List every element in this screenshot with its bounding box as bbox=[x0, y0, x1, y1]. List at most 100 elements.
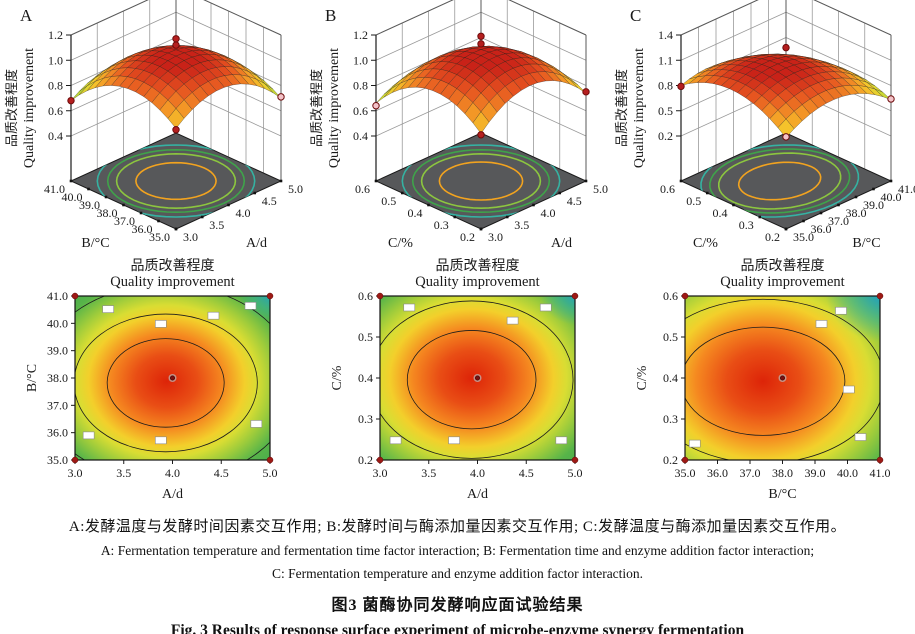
svg-text:0.4: 0.4 bbox=[408, 206, 423, 220]
caption-zh: A:发酵温度与发酵时间因素交互作用; B:发酵时间与酶添加量因素交互作用; C:… bbox=[68, 519, 847, 535]
svg-text:0.6: 0.6 bbox=[355, 182, 370, 196]
svg-text:0.2: 0.2 bbox=[765, 230, 780, 244]
svg-text:0.5: 0.5 bbox=[658, 104, 673, 118]
left-axis-title: C/% bbox=[693, 236, 718, 250]
contour-lines bbox=[75, 296, 270, 460]
panel-label-a: A bbox=[20, 6, 33, 25]
svg-text:3.0: 3.0 bbox=[373, 466, 388, 480]
svg-text:5.0: 5.0 bbox=[263, 466, 278, 480]
svg-text:4.0: 4.0 bbox=[470, 466, 485, 480]
z-axis-title-en: Quality improvement bbox=[327, 48, 342, 168]
surface-mesh bbox=[375, 45, 587, 134]
svg-text:0.3: 0.3 bbox=[358, 412, 373, 426]
design-points bbox=[677, 43, 895, 141]
svg-text:1.2: 1.2 bbox=[48, 28, 63, 42]
svg-text:37.0: 37.0 bbox=[47, 398, 68, 412]
left-axis-title: B/°C bbox=[81, 236, 109, 250]
surface-mesh bbox=[680, 53, 892, 138]
svg-text:5.0: 5.0 bbox=[568, 466, 583, 480]
x-axis-title: A/d bbox=[467, 487, 488, 502]
z-axis-title-zh: 品质改善程度 bbox=[4, 69, 19, 147]
svg-text:41.0: 41.0 bbox=[870, 466, 891, 480]
svg-text:40.0: 40.0 bbox=[47, 316, 68, 330]
svg-text:0.5: 0.5 bbox=[663, 330, 678, 344]
contour-title-en: Quality improvement bbox=[720, 274, 844, 290]
svg-text:35.0: 35.0 bbox=[47, 453, 68, 467]
svg-text:0.6: 0.6 bbox=[660, 182, 675, 196]
right-axis-title: A/d bbox=[551, 236, 572, 250]
svg-text:40.0: 40.0 bbox=[837, 466, 858, 480]
heatmap-field bbox=[380, 296, 575, 460]
svg-text:37.0: 37.0 bbox=[114, 214, 135, 228]
svg-text:3.0: 3.0 bbox=[183, 230, 198, 244]
svg-text:4.0: 4.0 bbox=[236, 206, 251, 220]
contour-axes: 35.0 36.0 37.0 38.0 39.0 40.0 41.0 0.2 0.3 0.4 0.5… bbox=[635, 289, 891, 502]
svg-text:1.0: 1.0 bbox=[353, 53, 368, 67]
svg-text:0.4: 0.4 bbox=[663, 371, 678, 385]
svg-text:0.8: 0.8 bbox=[658, 79, 673, 93]
svg-text:5.0: 5.0 bbox=[288, 182, 303, 196]
y-axis-title: C/% bbox=[330, 365, 345, 390]
svg-text:0.8: 0.8 bbox=[48, 79, 63, 93]
caption-en-2: C: Fermentation temperature and enzyme a… bbox=[271, 566, 644, 581]
svg-text:38.0: 38.0 bbox=[772, 466, 793, 480]
svg-text:41.0: 41.0 bbox=[44, 182, 65, 196]
contour-value-labels bbox=[389, 303, 568, 445]
surface-plot-panel-c: C 0.2 0.5 0.8 1.1 1.4 品质改善程度 Quality improveme… bbox=[610, 0, 915, 250]
design-points bbox=[376, 292, 579, 464]
svg-text:0.3: 0.3 bbox=[434, 218, 449, 232]
svg-text:0.5: 0.5 bbox=[686, 194, 701, 208]
z-axis: 0.4 0.6 0.8 1.0 1.2 品质改善程度 Quality improvement bbox=[4, 28, 72, 181]
contour-axes: 3.0 3.5 4.0 4.5 5.0 0.2 0.3 0.4 0.5 0.6 A/d C/% bbox=[330, 289, 583, 502]
svg-text:38.0: 38.0 bbox=[47, 371, 68, 385]
svg-text:1.4: 1.4 bbox=[658, 28, 673, 42]
svg-text:0.2: 0.2 bbox=[658, 129, 673, 143]
svg-text:3.5: 3.5 bbox=[421, 466, 436, 480]
svg-text:36.0: 36.0 bbox=[47, 426, 68, 440]
panel-label-b: B bbox=[325, 6, 337, 25]
svg-text:0.2: 0.2 bbox=[663, 453, 678, 467]
surface-chart-a: 0.4 0.6 0.8 1.0 1.2 品质改善程度 Quality improvement… bbox=[4, 0, 303, 250]
z-axis: 0.2 0.5 0.8 1.1 1.4 品质改善程度 Quality improvement bbox=[614, 28, 682, 181]
svg-text:0.2: 0.2 bbox=[358, 453, 373, 467]
svg-text:1.1: 1.1 bbox=[658, 53, 673, 67]
surface-chart-b: 0.4 0.6 0.8 1.0 1.2 品质改善程度 Quality improvement… bbox=[309, 0, 608, 250]
svg-text:39.0: 39.0 bbox=[805, 466, 826, 480]
svg-text:0.8: 0.8 bbox=[353, 79, 368, 93]
svg-text:36.0: 36.0 bbox=[811, 222, 832, 236]
contour-plot-panel-a: 品质改善程度 Quality improvement 3.0 3.5 4.0 4.5 5.0… bbox=[0, 250, 305, 512]
svg-text:4.5: 4.5 bbox=[567, 194, 582, 208]
svg-text:40.0: 40.0 bbox=[62, 190, 83, 204]
svg-text:0.5: 0.5 bbox=[381, 194, 396, 208]
svg-text:4.0: 4.0 bbox=[541, 206, 556, 220]
svg-text:38.0: 38.0 bbox=[97, 206, 118, 220]
svg-text:3.5: 3.5 bbox=[116, 466, 131, 480]
svg-text:37.0: 37.0 bbox=[740, 466, 761, 480]
svg-text:0.4: 0.4 bbox=[713, 206, 728, 220]
z-axis: 0.4 0.6 0.8 1.0 1.2 品质改善程度 Quality improvement bbox=[309, 28, 377, 181]
svg-text:3.5: 3.5 bbox=[209, 218, 224, 232]
contour-value-labels bbox=[688, 306, 867, 448]
svg-text:1.2: 1.2 bbox=[353, 28, 368, 42]
caption-en-1: A: Fermentation temperature and fermenta… bbox=[100, 543, 815, 558]
svg-text:3.0: 3.0 bbox=[488, 230, 503, 244]
contour-axes: 3.0 3.5 4.0 4.5 5.0 35.0 36.0 37.0 38.0 39.0 40.0 4… bbox=[25, 289, 278, 502]
right-axis-title: A/d bbox=[246, 236, 267, 250]
svg-text:39.0: 39.0 bbox=[863, 198, 884, 212]
surface-mesh bbox=[70, 45, 282, 129]
surface-plot-panel-a: A 0.4 0.6 0.8 1.0 1.2 品质改善程度 Quality improveme… bbox=[0, 0, 305, 250]
svg-text:0.6: 0.6 bbox=[358, 289, 373, 303]
svg-text:3.5: 3.5 bbox=[514, 218, 529, 232]
svg-text:3.0: 3.0 bbox=[68, 466, 83, 480]
figure-captions: A:发酵温度与发酵时间因素交互作用; B:发酵时间与酶添加量因素交互作用; C:… bbox=[0, 512, 915, 634]
svg-text:0.6: 0.6 bbox=[48, 104, 63, 118]
figure-title-zh: 图3 菌酶协同发酵响应面试验结果 bbox=[331, 597, 584, 614]
svg-text:0.2: 0.2 bbox=[460, 230, 475, 244]
svg-text:4.5: 4.5 bbox=[262, 194, 277, 208]
panel-label-c: C bbox=[630, 6, 642, 25]
svg-text:5.0: 5.0 bbox=[593, 182, 608, 196]
contour-title-en: Quality improvement bbox=[415, 274, 539, 290]
contour-value-labels bbox=[82, 302, 263, 445]
